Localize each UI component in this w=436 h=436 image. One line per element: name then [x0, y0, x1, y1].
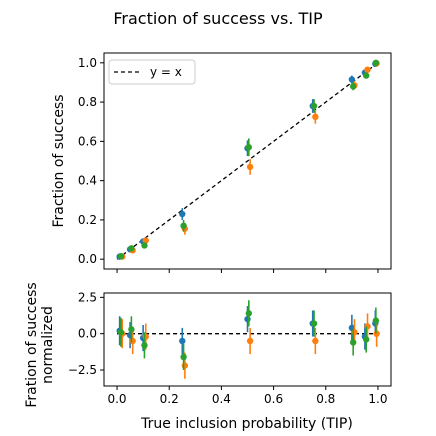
bottom-x-tick-label: 1.0 — [368, 392, 387, 406]
bottom-data-point — [351, 329, 358, 336]
bottom-y-axis-label-line2: normalized — [40, 306, 56, 384]
bottom-x-tick-label: 0.4 — [212, 392, 231, 406]
bottom-data-point — [142, 333, 149, 340]
top-y-tick-label: 0.0 — [78, 252, 97, 266]
top-data-point — [245, 144, 253, 151]
bottom-y-tick-label: −2.5 — [68, 363, 97, 377]
top-x-ticks — [116, 269, 379, 273]
bottom-x-tick-label: 0.8 — [316, 392, 335, 406]
top-y-axis-label: Fraction of success — [51, 94, 67, 227]
bottom-data-point — [129, 337, 136, 345]
top-data-point — [312, 113, 319, 121]
top-data-point — [372, 59, 380, 67]
top-y-tick-label: 0.4 — [78, 174, 97, 188]
bottom-data-point — [372, 317, 380, 324]
legend-box — [108, 59, 196, 85]
bottom-y-ticks: −2.5 0.0 2.5 — [68, 290, 104, 377]
bottom-data-point — [245, 310, 253, 317]
bottom-data-point — [128, 326, 135, 333]
bottom-x-ticks: 0.0 0.2 0.4 0.6 0.8 1.0 — [107, 386, 388, 406]
top-data-point — [364, 66, 371, 73]
legend-label: y = x — [150, 65, 182, 79]
top-data-marks — [116, 59, 380, 260]
top-y-tick-label: 0.2 — [78, 213, 97, 227]
top-data-point — [117, 253, 125, 260]
bottom-data-marks — [116, 300, 380, 379]
bottom-y-axis-label-line1: Fration of success — [24, 282, 40, 407]
bottom-data-point — [312, 337, 319, 345]
top-data-point — [246, 163, 254, 171]
top-data-point — [180, 222, 187, 229]
top-data-point — [363, 72, 370, 79]
top-axes-frame — [103, 52, 392, 270]
bottom-data-point — [310, 320, 318, 327]
top-data-point — [179, 210, 186, 218]
top-y-tick-label: 0.6 — [78, 134, 97, 148]
bottom-data-point — [246, 337, 254, 345]
bottom-data-point — [117, 329, 125, 336]
top-data-point — [349, 83, 357, 90]
top-y-tick-label: 1.0 — [78, 56, 97, 70]
top-panel: Fraction of success 0.0 0.2 0.4 0.6 0.8 1.0 y… — [51, 52, 392, 273]
bottom-data-point — [141, 342, 148, 349]
bottom-y-tick-label: 2.5 — [78, 290, 97, 304]
bottom-data-point — [181, 362, 189, 369]
top-reference-line — [116, 62, 379, 260]
x-axis-label: True inclusion probability (TIP) — [140, 416, 353, 432]
top-y-tick-label: 0.8 — [78, 95, 97, 109]
bottom-y-tick-label: 0.0 — [78, 327, 97, 341]
bottom-data-point — [349, 339, 357, 346]
bottom-data-point — [180, 353, 187, 361]
bottom-data-point — [244, 315, 251, 323]
bottom-axes-frame — [103, 292, 392, 387]
top-data-point — [142, 237, 149, 244]
bottom-data-point — [364, 323, 371, 330]
chart-title: Fraction of success vs. TIP — [113, 9, 323, 28]
top-data-point — [128, 245, 135, 252]
top-y-ticks: 0.0 0.2 0.4 0.6 0.8 1.0 — [78, 56, 104, 266]
bottom-x-tick-label: 0.2 — [160, 392, 179, 406]
bottom-x-tick-label: 0.0 — [107, 392, 126, 406]
top-data-point — [141, 242, 148, 249]
top-data-point — [310, 102, 318, 110]
bottom-panel: Fration of success normalized −2.5 0.0 2.5… — [24, 282, 392, 432]
legend: y = x — [108, 59, 196, 85]
bottom-x-tick-label: 0.6 — [264, 392, 283, 406]
bottom-data-point — [363, 336, 370, 343]
bottom-data-point — [179, 337, 186, 345]
top-data-point — [348, 76, 356, 83]
